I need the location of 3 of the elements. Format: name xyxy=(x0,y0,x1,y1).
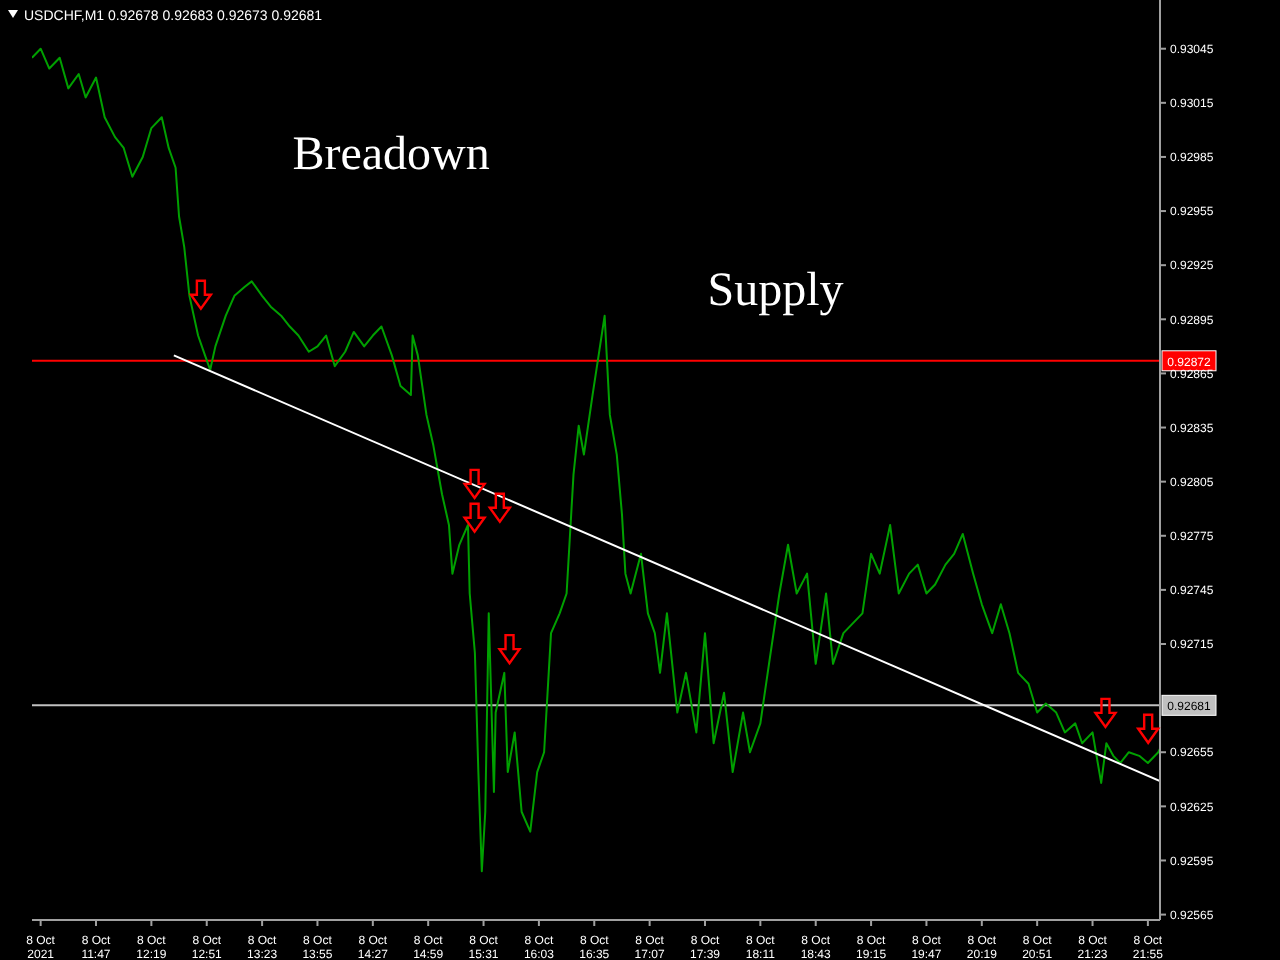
annotation: Supply xyxy=(707,264,844,317)
annotation: Breadown xyxy=(292,129,490,182)
line-series xyxy=(32,47,1160,873)
